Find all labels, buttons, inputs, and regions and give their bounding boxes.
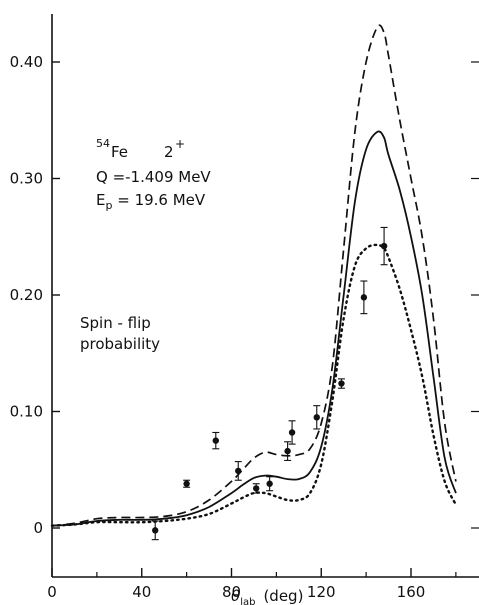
data-marker (252, 485, 260, 492)
ep-prefix: E (96, 191, 105, 209)
ep-subscript: p (105, 199, 112, 212)
nucleus-symbol: Fe (111, 143, 128, 161)
nucleus-mass: 54 (96, 137, 110, 150)
y-ticks: 0 0.10 0.20 0.30 0.40 (10, 53, 479, 537)
data-marker (152, 527, 159, 534)
data-point (360, 280, 368, 315)
series-layer (50, 24, 458, 527)
data-point (266, 476, 274, 492)
x-tick-label: 160 (397, 583, 426, 601)
x-axis-label: θlab (deg) (231, 587, 303, 605)
data-marker (338, 380, 345, 387)
ep-value: Ep = 19.6 MeV (96, 191, 206, 212)
x-tick-label: 80 (222, 583, 241, 601)
data-marker (235, 467, 242, 475)
data-marker (284, 447, 291, 455)
annotation-block: 54 Fe 2 + Q =-1.409 MeV Ep = 19.6 MeV Sp… (80, 137, 211, 353)
data-point (337, 378, 345, 389)
data-point (313, 405, 321, 430)
series-line-solid (51, 130, 457, 527)
y-tick-label: 0.10 (10, 403, 43, 421)
label-line2: probability (80, 335, 160, 353)
y-tick-label: 0 (33, 519, 43, 537)
data-marker (360, 294, 368, 301)
x-axis-symbol: θ (231, 587, 240, 605)
data-point (212, 431, 220, 450)
x-tick-label: 0 (47, 583, 57, 601)
x-tick-label: 120 (307, 583, 336, 601)
state-parity: + (175, 137, 185, 151)
x-axis-unit: (deg) (263, 587, 303, 605)
data-point (151, 520, 159, 541)
q-value: Q =-1.409 MeV (96, 168, 211, 186)
label-line1: Spin - flip (80, 314, 151, 332)
data-marker (380, 242, 388, 250)
data-marker (183, 480, 190, 487)
data-point (288, 420, 296, 445)
x-axis-subscript: lab (240, 597, 255, 605)
state-spin: 2 (164, 143, 174, 161)
data-point (183, 479, 191, 488)
data-marker (266, 480, 273, 487)
data-marker (313, 414, 320, 421)
series-line-dashed (51, 24, 457, 527)
data-point (252, 483, 260, 494)
data-marker (288, 429, 296, 436)
data-points (151, 226, 388, 541)
y-tick-label: 0.30 (10, 170, 43, 188)
ep-number: = 19.6 MeV (112, 191, 205, 209)
y-tick-label: 0.40 (10, 53, 43, 71)
x-ticks: 0 40 80 120 160 (47, 568, 457, 601)
data-marker (212, 437, 219, 444)
data-point (234, 461, 242, 481)
data-point (380, 226, 388, 266)
x-tick-label: 40 (132, 583, 151, 601)
data-point (284, 441, 292, 461)
series-line-dotted (50, 243, 458, 527)
y-tick-label: 0.20 (10, 286, 43, 304)
